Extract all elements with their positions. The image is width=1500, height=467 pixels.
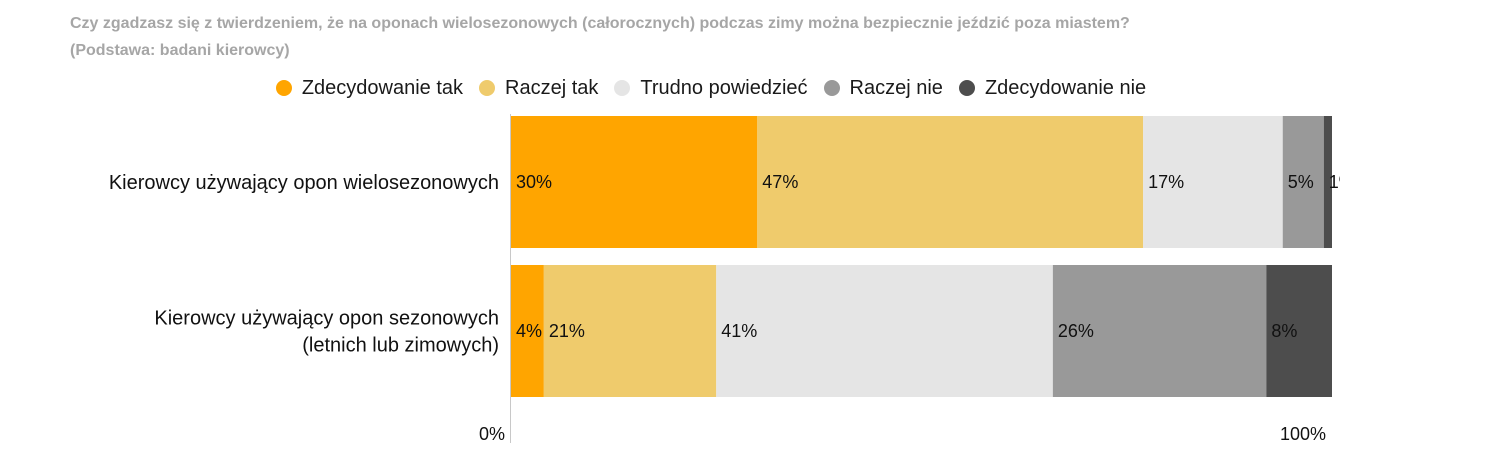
- data-label-2-1: 4%: [516, 321, 542, 341]
- legend-label: Raczej nie: [849, 76, 943, 99]
- bar-segment-1-2: [757, 116, 1144, 248]
- data-label-2-3: 41%: [721, 321, 757, 341]
- legend-item: Zdecydowanie nie: [958, 76, 1147, 100]
- legend-label: Trudno powiedzieć: [640, 76, 808, 99]
- legend-label: Zdecydowanie nie: [984, 76, 1147, 99]
- legend-swatch: [823, 80, 840, 96]
- legend-swatch: [479, 80, 496, 96]
- legend-item: Zdecydowanie tak: [275, 76, 464, 100]
- chart-legend: Zdecydowanie tak Raczej tak Trudno powiedz…: [0, 76, 1422, 100]
- bar-segment-2-4: [1052, 265, 1267, 397]
- bar-segment-1-1: [511, 116, 758, 248]
- chart-header: Czy zgadzasz się z twierdzeniem, że na o…: [70, 10, 1490, 64]
- data-label-1-2: 47%: [762, 172, 798, 192]
- category-label: Kierowcy używający opon sezonowych (letni…: [154, 308, 499, 357]
- x-tick-label: 100%: [1280, 424, 1326, 444]
- bar-segment-1-5: [1323, 116, 1332, 248]
- data-label-1-3: 17%: [1148, 172, 1184, 192]
- data-label-2-2: 21%: [549, 321, 585, 341]
- data-label-1-1: 30%: [516, 172, 552, 192]
- chart-subtitle: (Podstawa: badani kierowcy): [70, 42, 290, 59]
- legend-swatch: [958, 80, 975, 96]
- legend-label: Zdecydowanie tak: [301, 76, 464, 99]
- data-label-2-5: 8%: [1271, 321, 1297, 341]
- bar-segment-1-4: [1282, 116, 1324, 248]
- bar-segment-2-3: [716, 265, 1053, 397]
- legend-label: Raczej tak: [505, 76, 599, 99]
- category-label: Kierowcy używający opon wielosezonowych: [109, 172, 499, 194]
- legend-swatch: [614, 80, 631, 96]
- x-tick-label: 0%: [479, 424, 505, 444]
- legend-swatch: [275, 80, 292, 96]
- x-axis-ticks: 0% 100%: [479, 424, 1326, 444]
- chart-title: Czy zgadzasz się z twierdzeniem, że na o…: [70, 15, 1130, 32]
- bar-segment-2-2: [543, 265, 717, 397]
- bar-segment-1-3: [1143, 116, 1283, 248]
- category-labels: Kierowcy używający opon wielosezonowych K…: [109, 172, 499, 357]
- legend-item: Raczej nie: [823, 76, 943, 100]
- data-label-1-4: 5%: [1288, 172, 1314, 192]
- legend-item: Trudno powiedzieć: [614, 76, 808, 100]
- data-label-1-5: 1%: [1329, 172, 1355, 192]
- plot-area: 30% 47% 17% 5% 1% 4% 21% 41% 26% 8%: [511, 116, 1355, 397]
- bar-segment-2-1: [511, 265, 544, 397]
- legend-item: Raczej tak: [479, 77, 598, 100]
- bar-segment-2-5: [1266, 265, 1332, 397]
- data-label-2-4: 26%: [1058, 321, 1094, 341]
